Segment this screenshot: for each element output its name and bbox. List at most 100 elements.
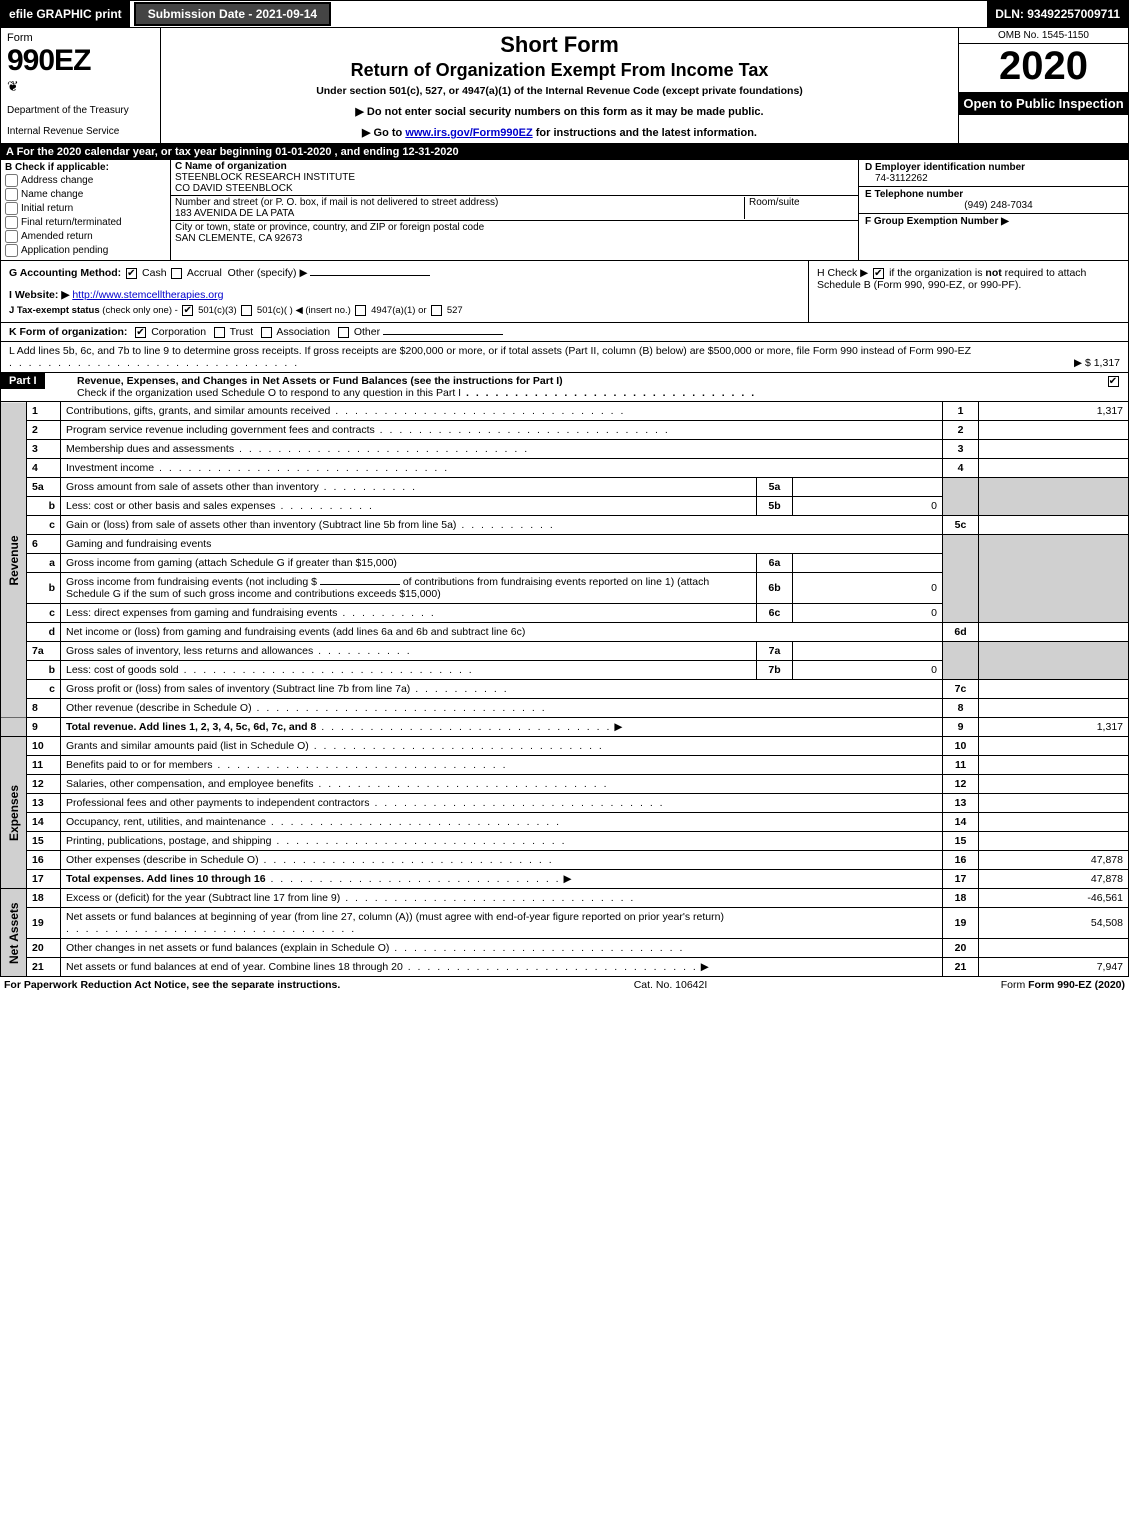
form-code: 990EZ: [7, 44, 154, 78]
l15-desc: Printing, publications, postage, and shi…: [61, 832, 943, 851]
chk-corp[interactable]: [135, 327, 146, 338]
l15-c: 15: [943, 832, 979, 851]
l18-no: 18: [27, 889, 61, 908]
row-7c: c Gross profit or (loss) from sales of i…: [1, 680, 1129, 699]
chk-assoc[interactable]: [261, 327, 272, 338]
chk-initial-return[interactable]: Initial return: [5, 202, 166, 215]
irs-link[interactable]: www.irs.gov/Form990EZ: [405, 127, 532, 139]
chk-final-return-box[interactable]: [5, 216, 18, 229]
l8-desc: Other revenue (describe in Schedule O): [61, 699, 943, 718]
chk-final-return-text: Final return/terminated: [21, 217, 122, 228]
dept-treasury: Department of the Treasury: [7, 105, 154, 116]
k-label: K Form of organization:: [9, 326, 127, 338]
row-14: 14 Occupancy, rent, utilities, and maint…: [1, 813, 1129, 832]
l8-no: 8: [27, 699, 61, 718]
gh-left: G Accounting Method: Cash Accrual Other …: [1, 261, 808, 322]
l16-v: 47,878: [979, 851, 1129, 870]
l20-no: 20: [27, 939, 61, 958]
l6a-no: a: [27, 554, 61, 573]
l6b-no: b: [27, 573, 61, 604]
instr-goto: ▶ Go to www.irs.gov/Form990EZ for instru…: [171, 126, 948, 139]
l17-c: 17: [943, 870, 979, 889]
chk-name-change[interactable]: Name change: [5, 188, 166, 201]
l11-desc: Benefits paid to or for members: [61, 756, 943, 775]
l6c-desc: Less: direct expenses from gaming and fu…: [61, 604, 757, 623]
part1-check-text: Check if the organization used Schedule …: [77, 387, 461, 399]
chk-address-change-box[interactable]: [5, 174, 18, 187]
l5b-sc: 5b: [757, 497, 793, 516]
efile-label[interactable]: efile GRAPHIC print: [1, 1, 130, 27]
chk-other-org[interactable]: [338, 327, 349, 338]
row-13: 13 Professional fees and other payments …: [1, 794, 1129, 813]
l17-v: 47,878: [979, 870, 1129, 889]
l8-v: [979, 699, 1129, 718]
city-label: City or town, state or province, country…: [175, 222, 484, 233]
l10-v: [979, 737, 1129, 756]
l11-no: 11: [27, 756, 61, 775]
chk-trust[interactable]: [214, 327, 225, 338]
title-short-form: Short Form: [171, 32, 948, 58]
chk-address-change-text: Address change: [21, 175, 93, 186]
section-j: J Tax-exempt status (check only one) - 5…: [9, 305, 800, 316]
chk-501c3[interactable]: [182, 305, 193, 316]
l9-c: 9: [943, 718, 979, 737]
l6b-fill[interactable]: [320, 584, 400, 585]
l5c-desc: Gain or (loss) from sale of assets other…: [61, 516, 943, 535]
chk-cash[interactable]: [126, 268, 137, 279]
chk-4947[interactable]: [355, 305, 366, 316]
row-11: 11 Benefits paid to or for members 11: [1, 756, 1129, 775]
footer-right: Form Form 990-EZ (2020): [1001, 979, 1125, 991]
header-left: Form 990EZ ❦ Department of the Treasury …: [1, 28, 161, 143]
g-other-input[interactable]: [310, 275, 430, 276]
l7a-sc: 7a: [757, 642, 793, 661]
l2-v: [979, 421, 1129, 440]
section-c: C Name of organization STEENBLOCK RESEAR…: [171, 160, 858, 260]
chk-amended-return-box[interactable]: [5, 230, 18, 243]
chk-amended-return[interactable]: Amended return: [5, 230, 166, 243]
part1-header-row: Part I Revenue, Expenses, and Changes in…: [0, 373, 1129, 402]
j-527: 527: [447, 305, 463, 316]
row-6d: d Net income or (loss) from gaming and f…: [1, 623, 1129, 642]
chk-527[interactable]: [431, 305, 442, 316]
row-19: 19 Net assets or fund balances at beginn…: [1, 908, 1129, 939]
l9-desc: Total revenue. Add lines 1, 2, 3, 4, 5c,…: [61, 718, 943, 737]
chk-h[interactable]: [873, 268, 884, 279]
chk-final-return[interactable]: Final return/terminated: [5, 216, 166, 229]
l6c-sc: 6c: [757, 604, 793, 623]
chk-app-pending[interactable]: Application pending: [5, 244, 166, 257]
row-5c: c Gain or (loss) from sale of assets oth…: [1, 516, 1129, 535]
row-18: Net Assets 18 Excess or (deficit) for th…: [1, 889, 1129, 908]
l6a-sc: 6a: [757, 554, 793, 573]
l20-v: [979, 939, 1129, 958]
website-link[interactable]: http://www.stemcelltherapies.org: [72, 289, 223, 301]
g-accrual: Accrual: [187, 267, 222, 279]
k-other-input[interactable]: [383, 334, 503, 335]
l10-no: 10: [27, 737, 61, 756]
header-right: OMB No. 1545-1150 2020 Open to Public In…: [958, 28, 1128, 143]
chk-schedule-o[interactable]: [1108, 376, 1119, 387]
chk-501c[interactable]: [241, 305, 252, 316]
section-i: I Website: ▶ http://www.stemcelltherapie…: [9, 289, 800, 301]
l9-v: 1,317: [979, 718, 1129, 737]
l5b-sv: 0: [793, 497, 943, 516]
row-20: 20 Other changes in net assets or fund b…: [1, 939, 1129, 958]
chk-accrual[interactable]: [171, 268, 182, 279]
city-val: SAN CLEMENTE, CA 92673: [175, 233, 302, 244]
row-4: 4 Investment income 4: [1, 459, 1129, 478]
subtitle: Under section 501(c), 527, or 4947(a)(1)…: [171, 85, 948, 97]
chk-name-change-box[interactable]: [5, 188, 18, 201]
l8-c: 8: [943, 699, 979, 718]
l2-c: 2: [943, 421, 979, 440]
l-text: L Add lines 5b, 6c, and 7b to line 9 to …: [9, 345, 971, 357]
ein-val: 74-3112262: [865, 173, 1122, 184]
section-e: E Telephone number (949) 248-7034: [859, 187, 1128, 214]
chk-address-change[interactable]: Address change: [5, 174, 166, 187]
chk-app-pending-box[interactable]: [5, 244, 18, 257]
org-name-2: CO DAVID STEENBLOCK: [175, 183, 293, 194]
j-4947: 4947(a)(1) or: [371, 305, 426, 316]
org-name-row: C Name of organization STEENBLOCK RESEAR…: [171, 160, 858, 196]
l4-v: [979, 459, 1129, 478]
side-expenses: Expenses: [1, 737, 27, 889]
l14-v: [979, 813, 1129, 832]
chk-initial-return-box[interactable]: [5, 202, 18, 215]
